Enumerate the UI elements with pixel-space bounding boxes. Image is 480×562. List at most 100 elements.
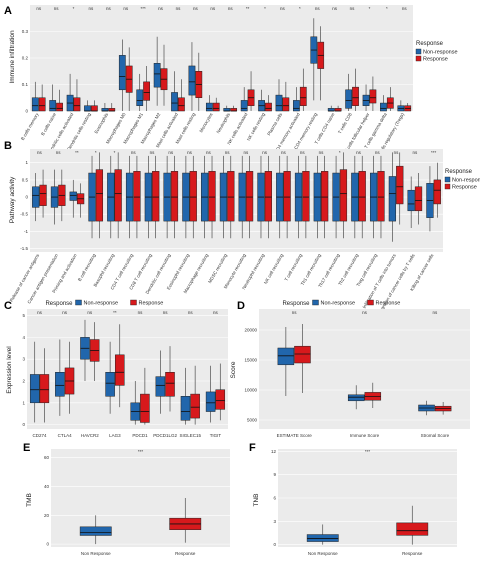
significance-label: * xyxy=(369,6,371,11)
box-body xyxy=(294,345,311,364)
box-body xyxy=(38,97,46,112)
box-non-response xyxy=(32,173,40,222)
y-tick-label: 2 xyxy=(22,379,25,384)
box-body xyxy=(155,376,166,397)
x-tick-label: Th1 cell recruiting xyxy=(300,253,322,287)
x-tick-label: HAVCR2 xyxy=(81,433,99,438)
x-tick-label: Non Response xyxy=(308,551,338,556)
box-response xyxy=(114,324,125,408)
box-non-response xyxy=(130,381,141,425)
box-body xyxy=(133,171,141,222)
box-non-response xyxy=(50,169,59,225)
y-tick-label: 10000 xyxy=(244,388,257,393)
significance-label: ns xyxy=(54,6,60,11)
box-body xyxy=(321,171,329,222)
box-non-response xyxy=(294,155,303,239)
box-body xyxy=(105,372,115,397)
box-body xyxy=(114,169,122,222)
significance-label: ns xyxy=(187,150,193,155)
box-non-response xyxy=(105,341,115,414)
y-tick-label: -1 xyxy=(24,229,28,234)
y-tick-label: 0.3 xyxy=(22,29,29,34)
y-tick-label: 40 xyxy=(44,484,50,489)
box-response xyxy=(227,155,235,239)
box-response xyxy=(90,100,98,112)
significance-label: ns xyxy=(138,310,144,315)
box-non-response xyxy=(397,100,405,112)
significance-label: ns xyxy=(188,310,194,315)
x-tick-label: Response xyxy=(175,551,196,556)
box-response xyxy=(212,97,220,112)
box-response xyxy=(95,152,104,239)
box-non-response xyxy=(327,105,335,112)
box-body xyxy=(69,191,77,201)
box-non-response xyxy=(49,84,57,112)
box-response xyxy=(414,173,423,225)
significance-label: ns xyxy=(362,310,368,315)
x-tick-label: NK cell recruiting xyxy=(263,253,285,285)
box-body xyxy=(299,86,307,106)
box-body xyxy=(293,100,300,112)
box-body xyxy=(143,81,150,101)
box-body xyxy=(118,55,126,91)
box-non-response xyxy=(163,155,171,239)
box-body xyxy=(90,105,98,112)
significance-label: ns xyxy=(319,150,325,155)
box-response xyxy=(152,155,160,239)
box-body xyxy=(165,372,175,397)
box-body xyxy=(277,347,295,366)
box-response xyxy=(334,105,342,112)
significance-label: ns xyxy=(315,6,321,11)
y-tick-label: 1 xyxy=(22,400,25,405)
box-body xyxy=(377,171,385,222)
box-non-response xyxy=(418,400,435,416)
x-tick-label: Th2 cell recruiting xyxy=(337,253,359,287)
y-axis-label: Immune infiltration xyxy=(9,30,16,83)
significance-label: ns xyxy=(106,6,112,11)
x-tick-label: Stromal Score xyxy=(421,433,450,438)
box-non-response xyxy=(306,524,339,545)
box-body xyxy=(407,189,415,212)
significance-label: ns xyxy=(193,6,199,11)
box-non-response xyxy=(118,39,126,111)
box-non-response xyxy=(240,87,248,112)
box-non-response xyxy=(238,155,246,239)
significance-label: * xyxy=(264,6,266,11)
box-response xyxy=(178,79,185,112)
significance-label: ** xyxy=(75,150,79,155)
box-body xyxy=(275,94,283,112)
x-tick-label: PDCD1 xyxy=(132,433,148,438)
box-response xyxy=(73,79,81,112)
significance-label: ns xyxy=(56,150,62,155)
significance-label: ns xyxy=(432,310,438,315)
box-non-response xyxy=(84,100,91,112)
chart-panel-c: C 0 1 2 3 4 5 Expression level CD274 CTLA4 HAVCR2 L… xyxy=(4,299,228,438)
significance-label: * xyxy=(73,6,75,11)
y-axis-label: Score xyxy=(230,361,237,378)
box-non-response xyxy=(332,155,340,239)
box-body xyxy=(31,97,39,112)
box-body xyxy=(208,171,216,222)
box-response xyxy=(39,169,47,218)
legend-entry: Response xyxy=(376,301,401,307)
box-response xyxy=(39,348,50,423)
box-non-response xyxy=(205,95,213,112)
box-response xyxy=(76,183,85,218)
significance-label: *** xyxy=(431,150,437,155)
significance-label: ns xyxy=(123,6,129,11)
plot-background xyxy=(259,309,470,429)
box-non-response xyxy=(136,73,144,111)
legend-swatch xyxy=(130,299,137,306)
significance-label: ns xyxy=(158,6,164,11)
box-non-response xyxy=(188,42,196,111)
box-response xyxy=(265,95,272,112)
box-non-response xyxy=(29,341,40,423)
box-body xyxy=(380,102,387,112)
significance-label: ns xyxy=(37,310,43,315)
y-axis-label: TMB xyxy=(26,493,33,507)
x-tick-label: Monocytes xyxy=(198,111,214,133)
box-response xyxy=(404,103,412,112)
box-non-response xyxy=(277,327,295,396)
